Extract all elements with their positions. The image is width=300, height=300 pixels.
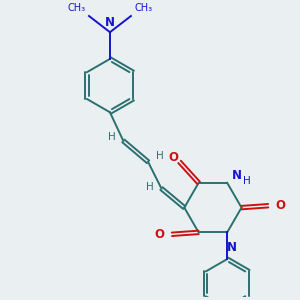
Text: H: H [243, 176, 251, 186]
Text: N: N [232, 169, 242, 182]
Text: H: H [108, 132, 116, 142]
Text: H: H [146, 182, 154, 192]
Text: CH₃: CH₃ [67, 3, 85, 13]
Text: CH₃: CH₃ [135, 3, 153, 13]
Text: N: N [227, 241, 237, 254]
Text: O: O [276, 199, 286, 212]
Text: H: H [156, 151, 164, 161]
Text: O: O [169, 151, 179, 164]
Text: N: N [105, 16, 115, 29]
Text: O: O [154, 228, 164, 241]
